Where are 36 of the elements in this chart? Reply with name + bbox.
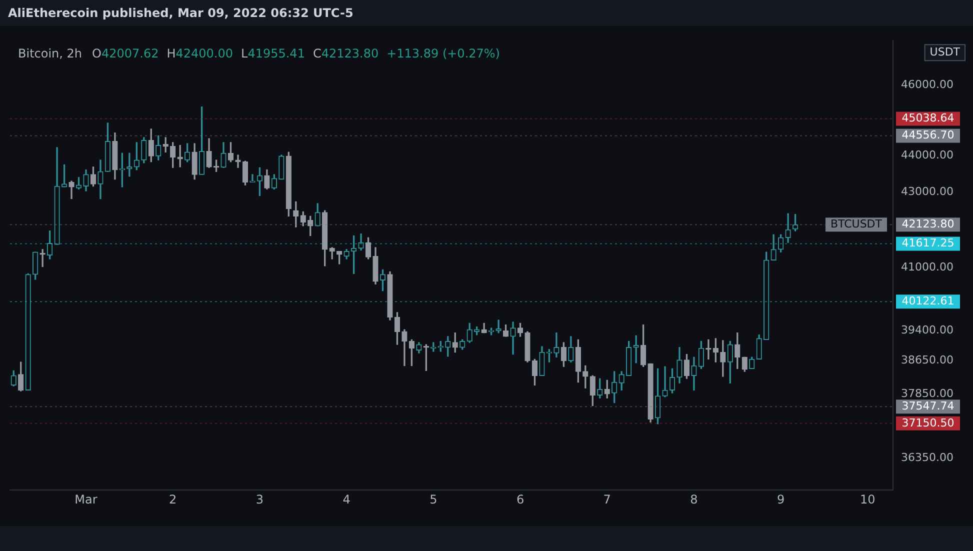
y-tick-label: 37850.00 [901,386,954,400]
y-tick-label: 44000.00 [901,148,954,162]
x-tick-label: 9 [776,492,785,506]
ref-line-label: 37547.74 [902,399,954,412]
annotation: C42123.80 [312,46,379,61]
x-tick-label: 6 [516,492,524,506]
ref-line-label: 41617.25 [902,236,954,250]
y-tick-label: 43000.00 [901,184,954,198]
candlestick [662,366,668,398]
ref-line-label: 42123.80 [902,218,954,231]
candlestick [235,154,241,168]
chart-title: AliEtherecoin published, Mar 09, 2022 06:32 UTC-5 [7,5,354,22]
y-tick-label: 36350.00 [901,450,954,464]
y-tick-label: 46000.00 [901,78,954,92]
x-tick-label: 10 [860,492,876,506]
ref-line-label: 37150.50 [902,416,954,430]
annotation: O42007.62 [92,46,159,61]
x-tick-label: 7 [603,492,611,506]
annotation: BTCUSDT [830,218,882,231]
ref-line-label: 40122.61 [902,294,954,308]
y-axis-title: USDT [930,45,960,58]
x-tick-label: 3 [256,492,264,506]
x-tick-label: 5 [430,492,438,506]
x-tick-label: Mar [74,492,98,506]
annotation: H42400.00 [166,46,234,61]
x-tick-label: 8 [690,492,698,506]
ref-line-label: 44556.70 [902,128,954,142]
y-tick-label: 38650.00 [901,354,954,367]
x-tick-label: 2 [169,492,177,506]
x-tick-label: 4 [342,492,350,506]
text: Bitcoin, 2h [18,46,82,61]
annotation: L41955.41 [241,46,305,61]
annotation: +113.89 (+0.27%) [386,46,500,61]
ref-line-label: 45038.64 [902,112,954,125]
y-tick-label: 39400.00 [901,323,954,336]
y-tick-label: 41000.00 [901,260,954,274]
